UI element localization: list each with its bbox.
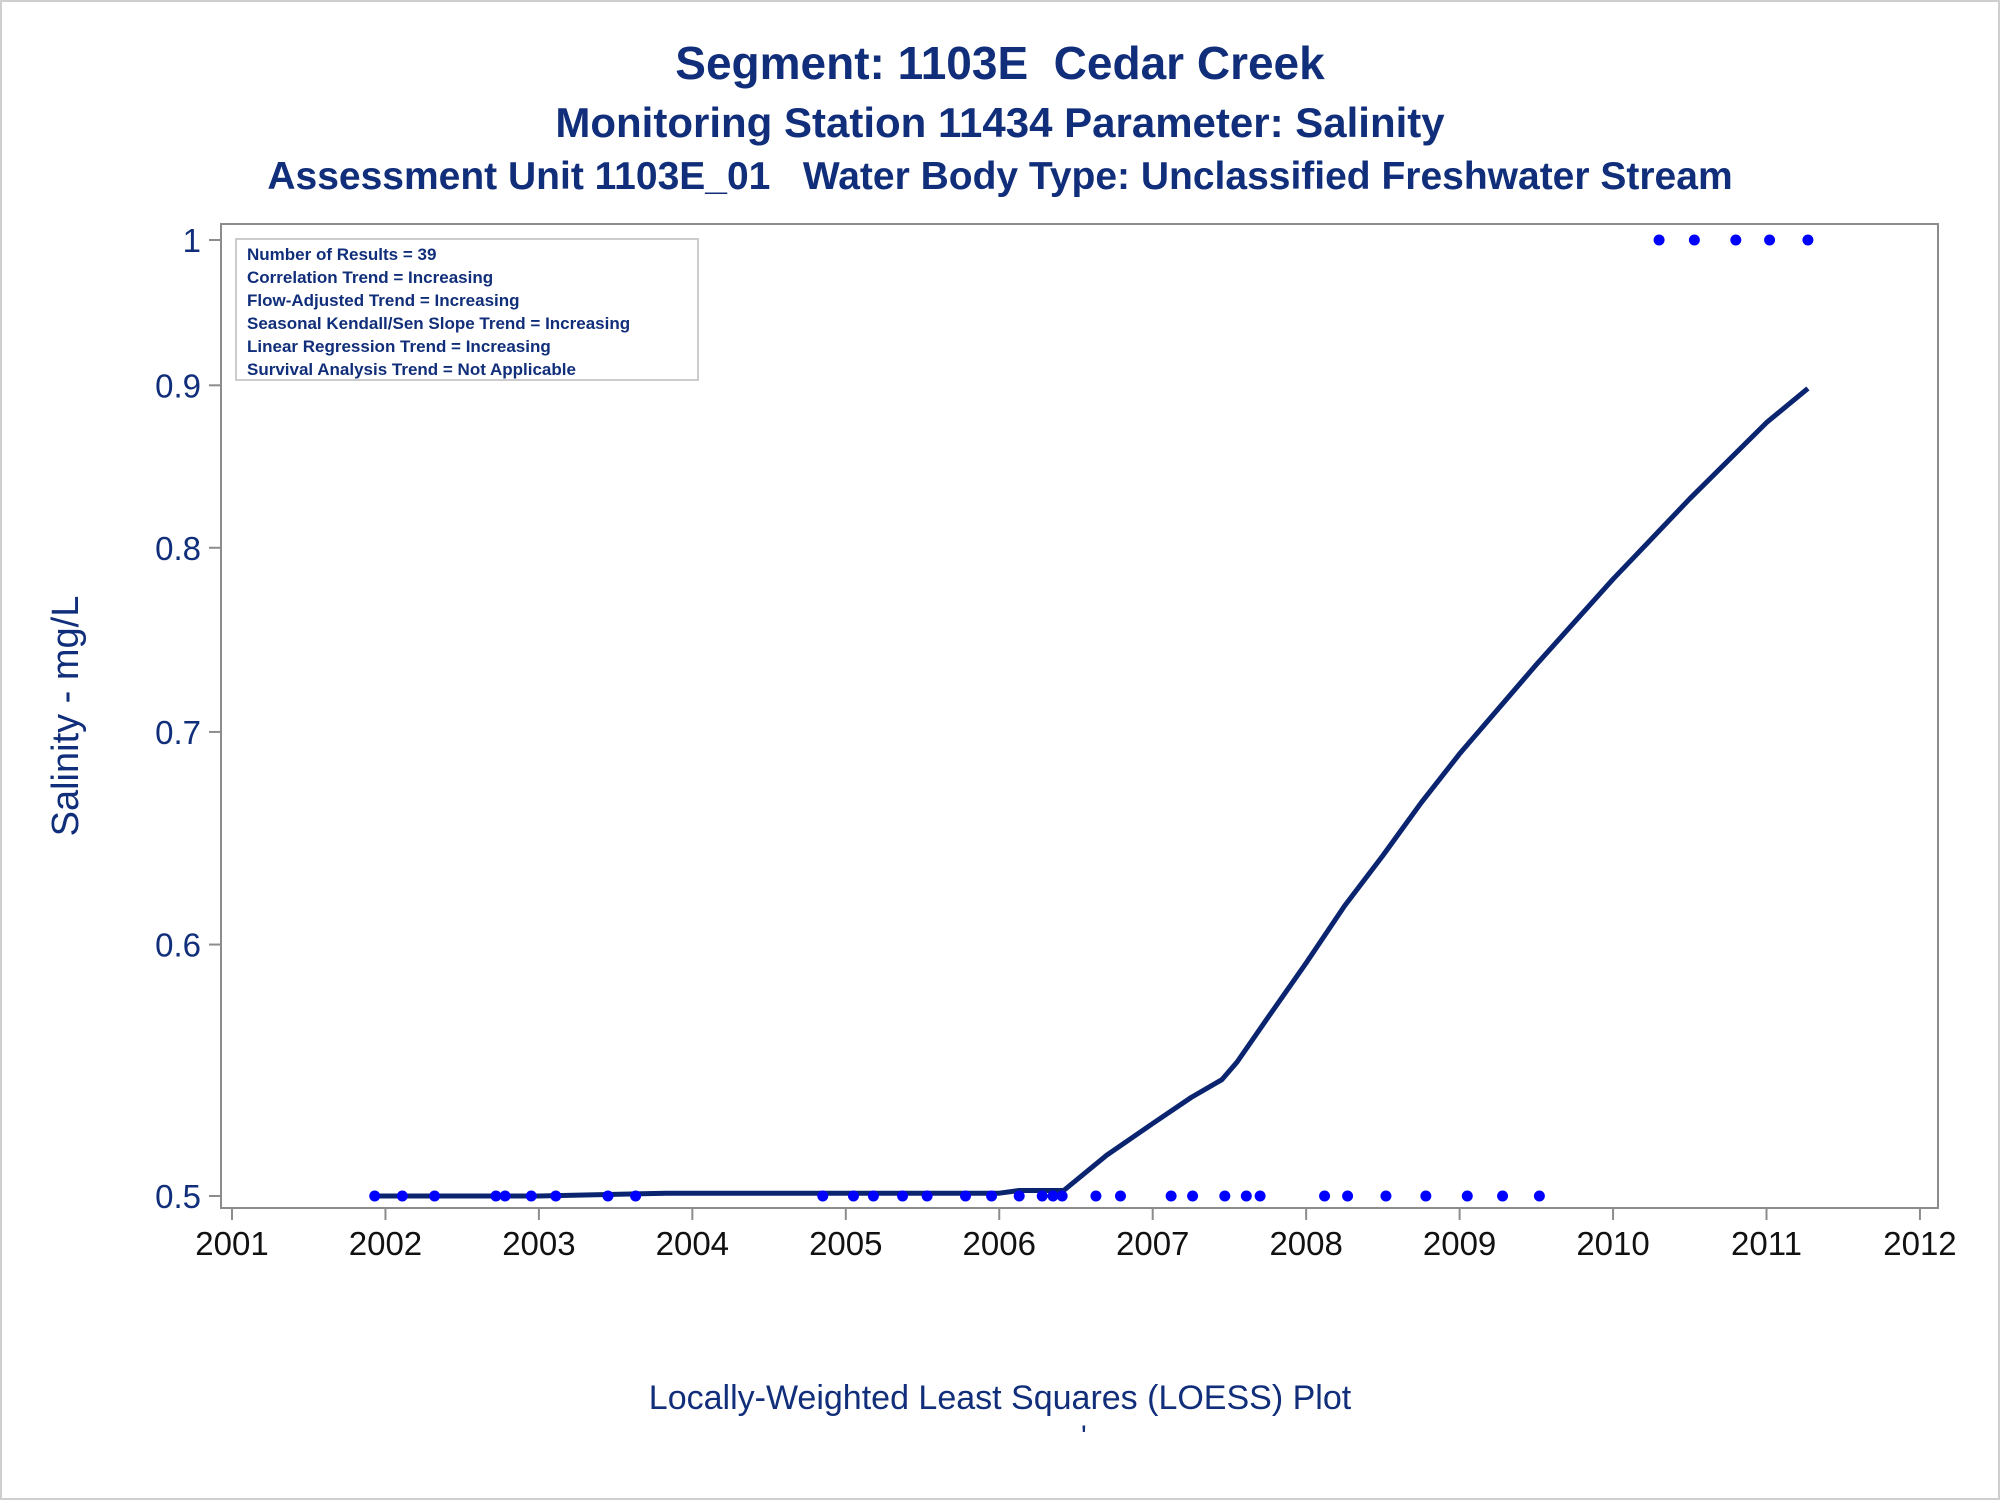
y-tick-label: 1 [183,222,201,259]
data-point [1165,1190,1177,1202]
data-point [525,1190,537,1202]
data-point [1802,234,1814,246]
data-point [602,1190,614,1202]
data-point [959,1190,971,1202]
x-tick-label: 2012 [1883,1225,1956,1262]
data-point [1090,1190,1102,1202]
data-point [630,1190,642,1202]
x-tick-label: 2009 [1423,1225,1496,1262]
legend-box [235,238,699,381]
data-point [1219,1190,1231,1202]
x-tick-label: 2005 [809,1225,882,1262]
y-tick-label: 0.7 [155,714,201,751]
y-tick-label: 0.9 [155,367,201,404]
footnote-mark: ' [1081,1420,1087,1453]
data-point [1240,1190,1252,1202]
y-axis-label: Salinity - mg/L [45,596,87,837]
data-point [1254,1190,1266,1202]
data-point [490,1190,502,1202]
x-tick-label: 2008 [1269,1225,1342,1262]
footnote: Locally-Weighted Least Squares (LOESS) P… [648,1379,1352,1417]
data-point [1688,234,1700,246]
data-point [1013,1190,1025,1202]
data-point [867,1190,879,1202]
data-point [1342,1190,1354,1202]
chart-subtitle: Monitoring Station 11434 Parameter: Sali… [555,99,1445,146]
data-point [1056,1190,1068,1202]
data-point [1764,234,1776,246]
data-point [396,1190,408,1202]
legend-line: Correlation Trend = Increasing [247,268,493,287]
data-point [897,1190,909,1202]
x-tick-label: 2006 [963,1225,1036,1262]
data-point [1420,1190,1432,1202]
data-point [1036,1190,1048,1202]
x-tick-label: 2007 [1116,1225,1189,1262]
data-point [1730,234,1742,246]
legend-line: Seasonal Kendall/Sen Slope Trend = Incre… [247,314,630,333]
data-point [1497,1190,1509,1202]
y-tick-label: 0.6 [155,927,201,964]
data-point [1114,1190,1126,1202]
data-point [1461,1190,1473,1202]
x-tick-label: 2010 [1576,1225,1649,1262]
data-point [499,1190,511,1202]
legend-line: Flow-Adjusted Trend = Increasing [247,291,520,310]
loess-line [374,386,1810,1199]
y-tick-label: 0.5 [155,1178,201,1215]
chart-subtitle-2: Assessment Unit 1103E_01 Water Body Type… [267,155,1733,198]
x-tick-label: 2001 [195,1225,268,1262]
legend-line: Number of Results = 39 [247,245,436,264]
data-point [550,1190,562,1202]
data-point [1653,234,1665,246]
x-tick-label: 2003 [502,1225,575,1262]
legend-line: Survival Analysis Trend = Not Applicable [247,360,576,379]
data-point [817,1190,829,1202]
x-tick-label: 2002 [349,1225,422,1262]
data-point [847,1190,859,1202]
data-point [369,1190,381,1202]
data-point [1319,1190,1331,1202]
legend-line: Linear Regression Trend = Increasing [247,337,551,356]
data-point [1187,1190,1199,1202]
chart-title: Segment: 1103E Cedar Creek [675,37,1325,89]
plot-area-frame [220,223,1939,1209]
data-point [1380,1190,1392,1202]
x-tick-label: 2004 [656,1225,729,1262]
data-point [1533,1190,1545,1202]
y-tick-label: 0.8 [155,530,201,567]
stats-legend: Number of Results = 39 Correlation Trend… [235,238,699,381]
data-point [986,1190,998,1202]
x-tick-label: 2011 [1731,1225,1802,1262]
data-point [921,1190,933,1202]
data-point [1047,1190,1059,1202]
data-point [429,1190,441,1202]
